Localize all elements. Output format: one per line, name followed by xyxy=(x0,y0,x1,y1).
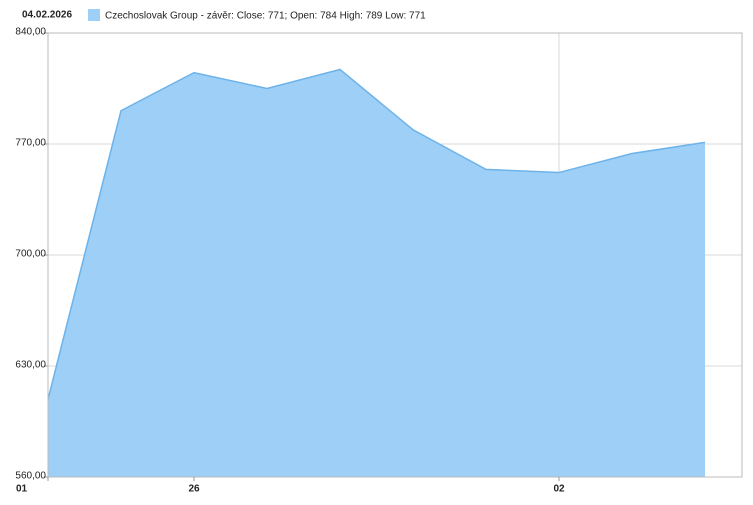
area xyxy=(48,69,705,477)
y-tick-label: 560,00 xyxy=(15,471,46,482)
x-tick-label: 02 xyxy=(553,484,565,495)
y-tick-label: 770,00 xyxy=(15,138,46,149)
legend-swatch xyxy=(88,9,100,21)
legend-label: Czechoslovak Group - závěr: Close: 771; … xyxy=(105,11,426,22)
x-tick-label: 01 xyxy=(16,484,28,495)
plot-frame xyxy=(47,32,743,478)
date-label: 04.02.2026 xyxy=(22,10,72,21)
y-tick-label: 630,00 xyxy=(15,360,46,371)
area-line xyxy=(47,68,706,400)
y-tick-label: 700,00 xyxy=(15,249,46,260)
x-tick-label: 26 xyxy=(188,484,200,495)
y-tick-label: 840,00 xyxy=(15,27,46,38)
